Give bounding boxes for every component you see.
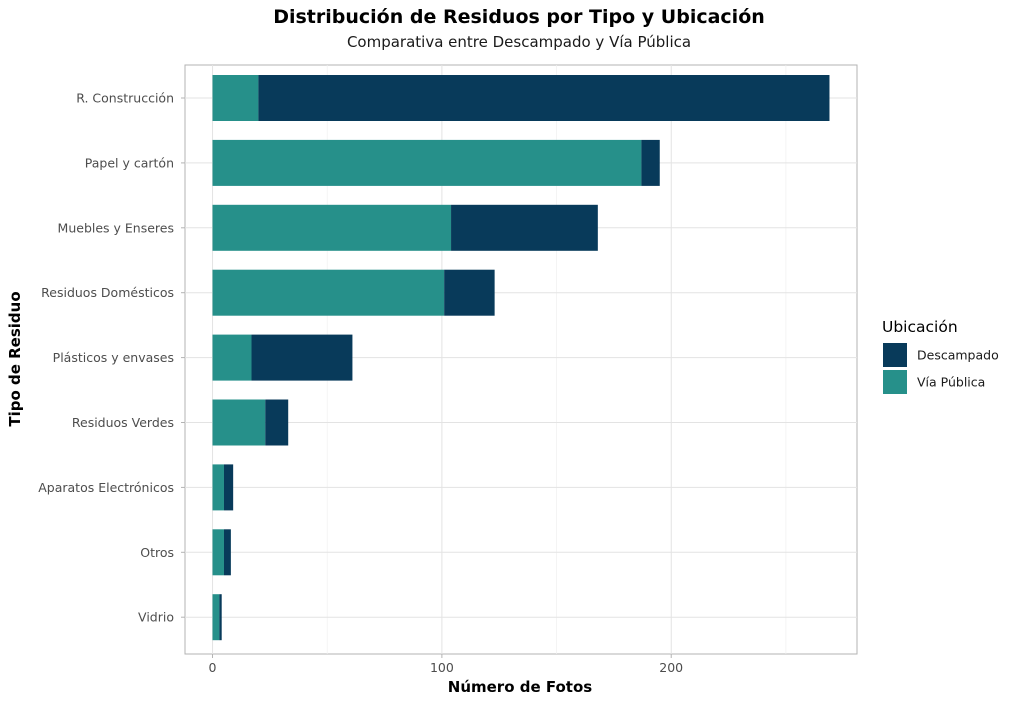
bar-segment (212, 139, 642, 186)
category-label: Muebles y Enseres (58, 220, 174, 235)
x-tick-label: 200 (659, 660, 683, 675)
plot-area (184, 64, 858, 655)
bar-segment (265, 399, 289, 446)
category-label: Papel y cartón (85, 155, 174, 170)
legend-title: Ubicación (882, 318, 958, 336)
bar-segment (212, 269, 445, 316)
category-label: Aparatos Electrónicos (38, 480, 174, 495)
category-label: Residuos Domésticos (41, 285, 174, 300)
bar-segment (219, 594, 222, 641)
x-tick-label: 100 (430, 660, 454, 675)
category-label: Plásticos y envases (53, 350, 174, 365)
bar-segment (212, 204, 452, 251)
bar-segment (444, 269, 495, 316)
legend-swatch (883, 370, 907, 394)
bar-segment (641, 139, 660, 186)
legend-swatch (883, 343, 907, 367)
bar-segment (212, 594, 220, 641)
bar-segment (251, 334, 353, 381)
x-axis-title: Número de Fotos (448, 678, 593, 696)
category-label: R. Construcción (76, 91, 174, 106)
bar-segment (212, 334, 252, 381)
x-tick-label: 0 (209, 660, 217, 675)
legend: Ubicación Descampado Vía Pública (882, 318, 999, 394)
legend-label: Vía Pública (917, 375, 985, 390)
bar-segment (212, 399, 266, 446)
category-label: Otros (140, 545, 174, 560)
category-label: Residuos Verdes (72, 415, 174, 430)
bars (212, 75, 830, 641)
legend-label: Descampado (917, 348, 999, 363)
bar-segment (223, 464, 234, 511)
category-label: Vidrio (138, 610, 174, 625)
chart-title: Distribución de Residuos por Tipo y Ubic… (273, 6, 765, 28)
chart-subtitle: Comparativa entre Descampado y Vía Públi… (347, 33, 691, 51)
bar-segment (258, 75, 830, 121)
bar-segment (451, 204, 598, 251)
plot-border (184, 64, 858, 655)
bar-segment (212, 464, 224, 511)
y-axis-title: Tipo de Residuo (6, 291, 24, 426)
bar-segment (212, 529, 224, 576)
x-tick-labels: 0 100 200 (209, 654, 683, 675)
bar-segment (223, 529, 231, 576)
bar-segment (212, 75, 259, 121)
category-labels: R. Construcción Papel y cartón Muebles y E… (38, 91, 185, 625)
